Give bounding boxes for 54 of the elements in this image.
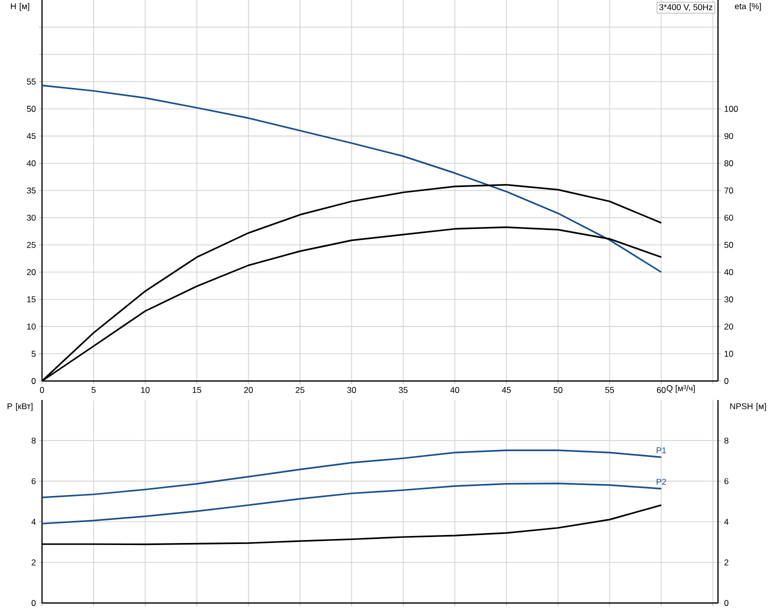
x-tick-label: 55 [605, 387, 614, 393]
y-tick-label: 45 [26, 133, 36, 140]
x-tick-label: 50 [554, 387, 562, 393]
x-tick-label: 25 [296, 387, 304, 393]
y-tick-label: 20 [26, 269, 36, 276]
y-tick-label: 4 [31, 518, 36, 525]
x-tick-label: 0 [40, 387, 44, 393]
y2-tick-label: 4 [724, 518, 729, 525]
y2-tick-label: 0 [724, 600, 728, 606]
series-label: P2 [656, 478, 666, 485]
y-tick-label: 0 [32, 600, 36, 606]
y2-axis-title: eta [%] [734, 3, 761, 11]
x-tick-label: 10 [141, 387, 150, 393]
y-tick-label: 50 [26, 106, 36, 112]
y2-tick-label: 70 [724, 187, 734, 194]
y2-tick-label: 0 [724, 378, 728, 384]
y2-tick-label: 8 [724, 438, 728, 444]
x-tick-label: 20 [244, 387, 253, 393]
x-tick-label: 5 [92, 387, 96, 393]
y-tick-label: 25 [26, 242, 36, 248]
series-label: P1 [656, 447, 666, 454]
y2-tick-label: 40 [724, 269, 734, 276]
y-tick-label: 8 [32, 438, 36, 444]
x-tick-label: 60 [656, 387, 666, 393]
y2-tick-label: 20 [724, 324, 734, 330]
x-tick-label: 30 [347, 387, 356, 393]
y2-tick-label: 100 [724, 106, 738, 112]
y-tick-label: 55 [26, 78, 36, 85]
y2-tick-label: 80 [724, 160, 734, 166]
x-tick-label: 35 [398, 387, 408, 393]
y-tick-label: 2 [32, 559, 36, 566]
y2-tick-label: 10 [724, 350, 734, 357]
y-axis-title: H [м] [10, 3, 30, 11]
annotation: 3*400 V, 50Hz [659, 4, 712, 12]
y2-tick-label: 30 [724, 296, 734, 302]
y-tick-label: 40 [26, 160, 36, 166]
y-tick-label: 6 [32, 478, 36, 484]
x-axis-title: Q [м³/ч] [666, 385, 695, 393]
y-axis-title: P [кВт] [8, 403, 32, 411]
y2-tick-label: 6 [724, 478, 728, 484]
x-tick-label: 15 [192, 387, 202, 393]
y-tick-label: 5 [32, 350, 36, 357]
x-tick-label: 40 [450, 387, 460, 393]
y-tick-label: 35 [26, 187, 36, 194]
x-tick-label: 45 [502, 387, 511, 393]
y-tick-label: 10 [27, 324, 36, 330]
y2-tick-label: 50 [724, 242, 734, 248]
y-tick-label: 0 [32, 378, 36, 384]
y2-tick-label: 90 [724, 133, 734, 140]
y2-tick-label: 60 [724, 214, 734, 221]
y2-tick-label: 2 [724, 559, 728, 566]
y2-axis-title: NPSH [м] [730, 403, 766, 411]
y-tick-label: 30 [26, 214, 36, 221]
y-tick-label: 15 [27, 296, 36, 302]
